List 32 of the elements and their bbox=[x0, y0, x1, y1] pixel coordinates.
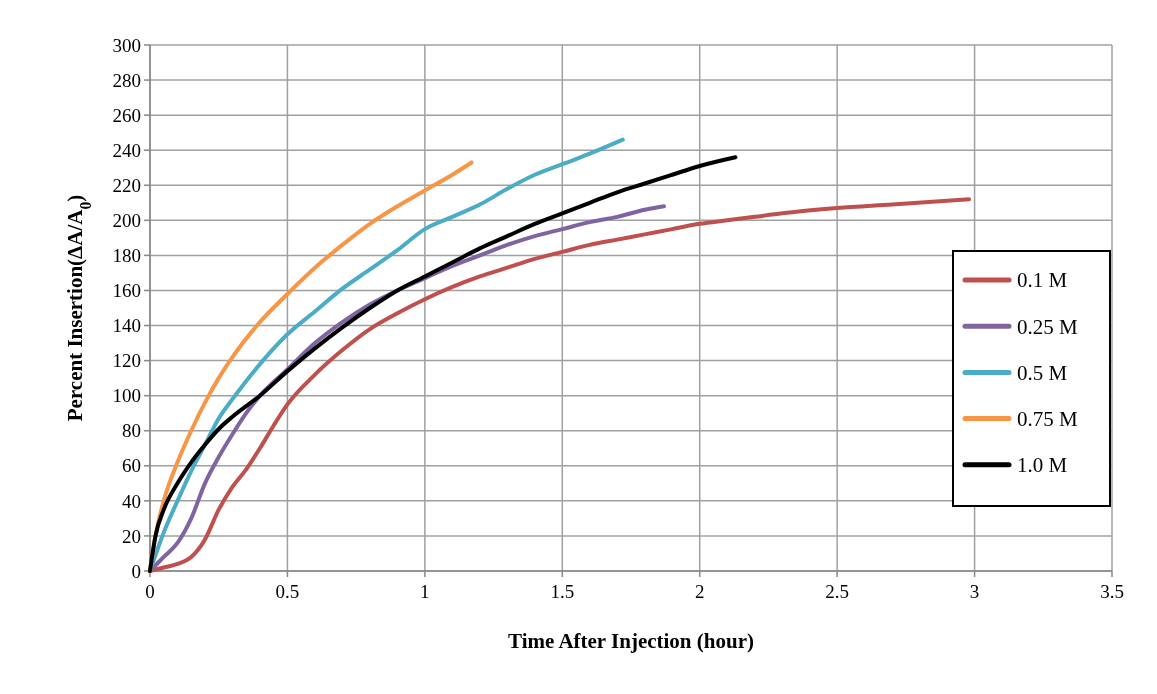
x-tick-label: 0 bbox=[145, 581, 155, 602]
y-tick-label: 80 bbox=[122, 420, 141, 442]
x-tick-label: 1.5 bbox=[550, 581, 575, 602]
y-tick-label: 40 bbox=[122, 490, 141, 512]
y-tick-label: 20 bbox=[122, 525, 141, 547]
x-tick-label: 1 bbox=[420, 581, 430, 602]
y-tick-label: 220 bbox=[112, 174, 141, 196]
y-tick-label: 60 bbox=[122, 455, 141, 477]
y-tick-label: 100 bbox=[112, 385, 141, 407]
y-tick-label: 120 bbox=[112, 350, 141, 372]
x-tick-label: 2.5 bbox=[825, 581, 850, 602]
y-tick-label: 200 bbox=[112, 209, 141, 231]
y-tick-label: 260 bbox=[112, 104, 141, 126]
y-tick-label: 240 bbox=[112, 139, 141, 161]
x-tick-label: 3 bbox=[969, 581, 980, 602]
x-tick-label: 2 bbox=[694, 581, 705, 602]
x-axis-title: Time After Injection (hour) bbox=[508, 629, 754, 653]
y-tick-label: 140 bbox=[112, 315, 141, 337]
legend-label: 0.75 M bbox=[1017, 406, 1078, 431]
x-tick-label: 0.5 bbox=[275, 581, 300, 602]
legend-label: 0.1 M bbox=[1017, 268, 1068, 293]
legend-label: 1.0 M bbox=[1017, 453, 1068, 478]
legend-label: 0.5 M bbox=[1017, 360, 1068, 385]
x-tick-label: 3.5 bbox=[1100, 581, 1124, 602]
y-tick-label: 180 bbox=[112, 245, 141, 267]
y-tick-label: 0 bbox=[131, 560, 141, 582]
y-tick-label: 160 bbox=[112, 280, 141, 302]
line-series bbox=[148, 197, 972, 573]
y-tick-label: 280 bbox=[112, 69, 141, 91]
line-series bbox=[148, 155, 738, 573]
legend-label: 0.25 M bbox=[1017, 314, 1078, 339]
y-tick-label: 300 bbox=[112, 34, 141, 56]
